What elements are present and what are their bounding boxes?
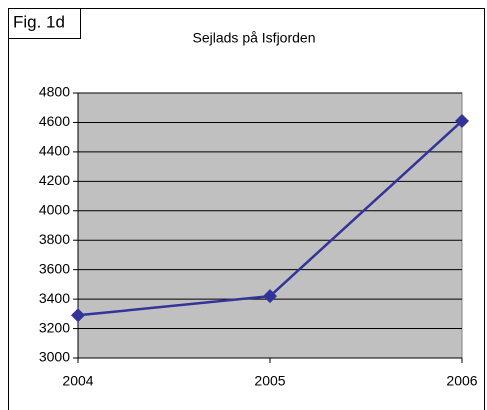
point-marker: [263, 289, 277, 304]
chart-title: Sejlads på Isfjorden: [193, 30, 316, 46]
y-tick-label: 4200: [39, 172, 70, 188]
x-tick-label: 2004: [62, 373, 93, 389]
figure-label-box: [8, 8, 81, 39]
y-tick-label: 3400: [39, 290, 70, 306]
y-tick-label: 4600: [39, 113, 70, 129]
y-tick-label: 4000: [39, 201, 70, 217]
y-tick-label: 3800: [39, 231, 70, 247]
point-marker: [455, 113, 469, 128]
y-tick-label: 3200: [39, 319, 70, 335]
y-tick-label: 3600: [39, 260, 70, 276]
x-tick-label: 2006: [446, 373, 477, 389]
y-tick-label: 4400: [39, 143, 70, 159]
figure-label: Fig. 1d: [13, 12, 65, 31]
y-tick-label: 4800: [39, 84, 70, 100]
x-tick-label: 2005: [254, 373, 285, 389]
y-tick-label: 3000: [39, 349, 70, 365]
plot-area: [77, 92, 463, 359]
point-marker: [71, 308, 85, 323]
